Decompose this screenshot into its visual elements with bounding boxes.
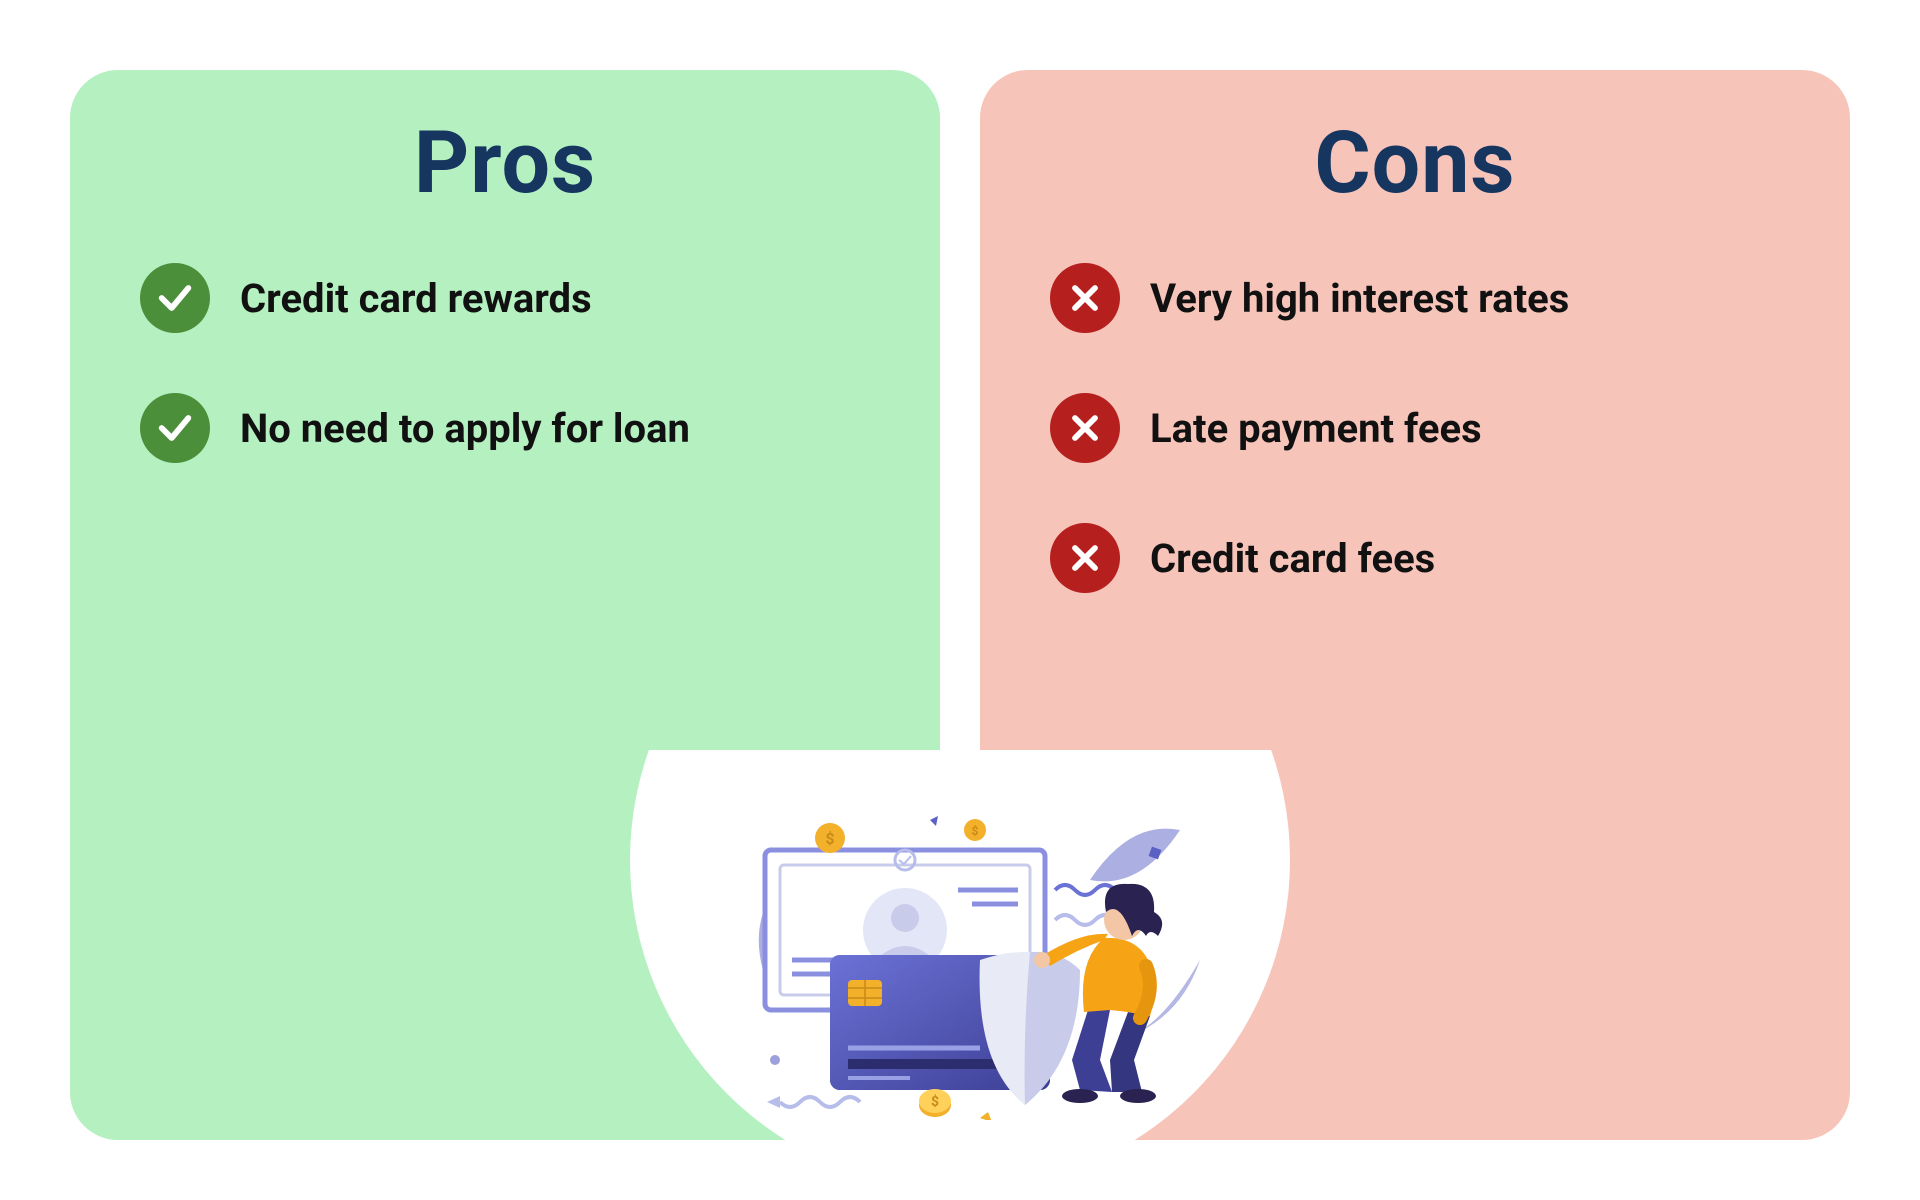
- con-item-text: Very high interest rates: [1150, 275, 1569, 322]
- pro-item-text: No need to apply for loan: [240, 405, 690, 452]
- con-item-text: Credit card fees: [1150, 535, 1435, 582]
- pros-panel: Pros Credit card rewards No need to appl…: [70, 70, 940, 1140]
- cross-icon: [1050, 263, 1120, 333]
- pro-item-text: Credit card rewards: [240, 275, 592, 322]
- cons-title: Cons: [1050, 112, 1780, 213]
- cross-icon: [1050, 393, 1120, 463]
- check-icon: [140, 393, 210, 463]
- cross-icon: [1050, 523, 1120, 593]
- pros-title: Pros: [140, 112, 870, 213]
- panels: Pros Credit card rewards No need to appl…: [70, 70, 1850, 1140]
- cons-panel: Cons Very high interest rates Late payme…: [980, 70, 1850, 1140]
- con-item: Very high interest rates: [1050, 263, 1780, 333]
- con-item: Late payment fees: [1050, 393, 1780, 463]
- con-item-text: Late payment fees: [1150, 405, 1482, 452]
- pro-item: Credit card rewards: [140, 263, 870, 333]
- con-item: Credit card fees: [1050, 523, 1780, 593]
- check-icon: [140, 263, 210, 333]
- pro-item: No need to apply for loan: [140, 393, 870, 463]
- infographic-stage: Pros Credit card rewards No need to appl…: [0, 0, 1920, 1200]
